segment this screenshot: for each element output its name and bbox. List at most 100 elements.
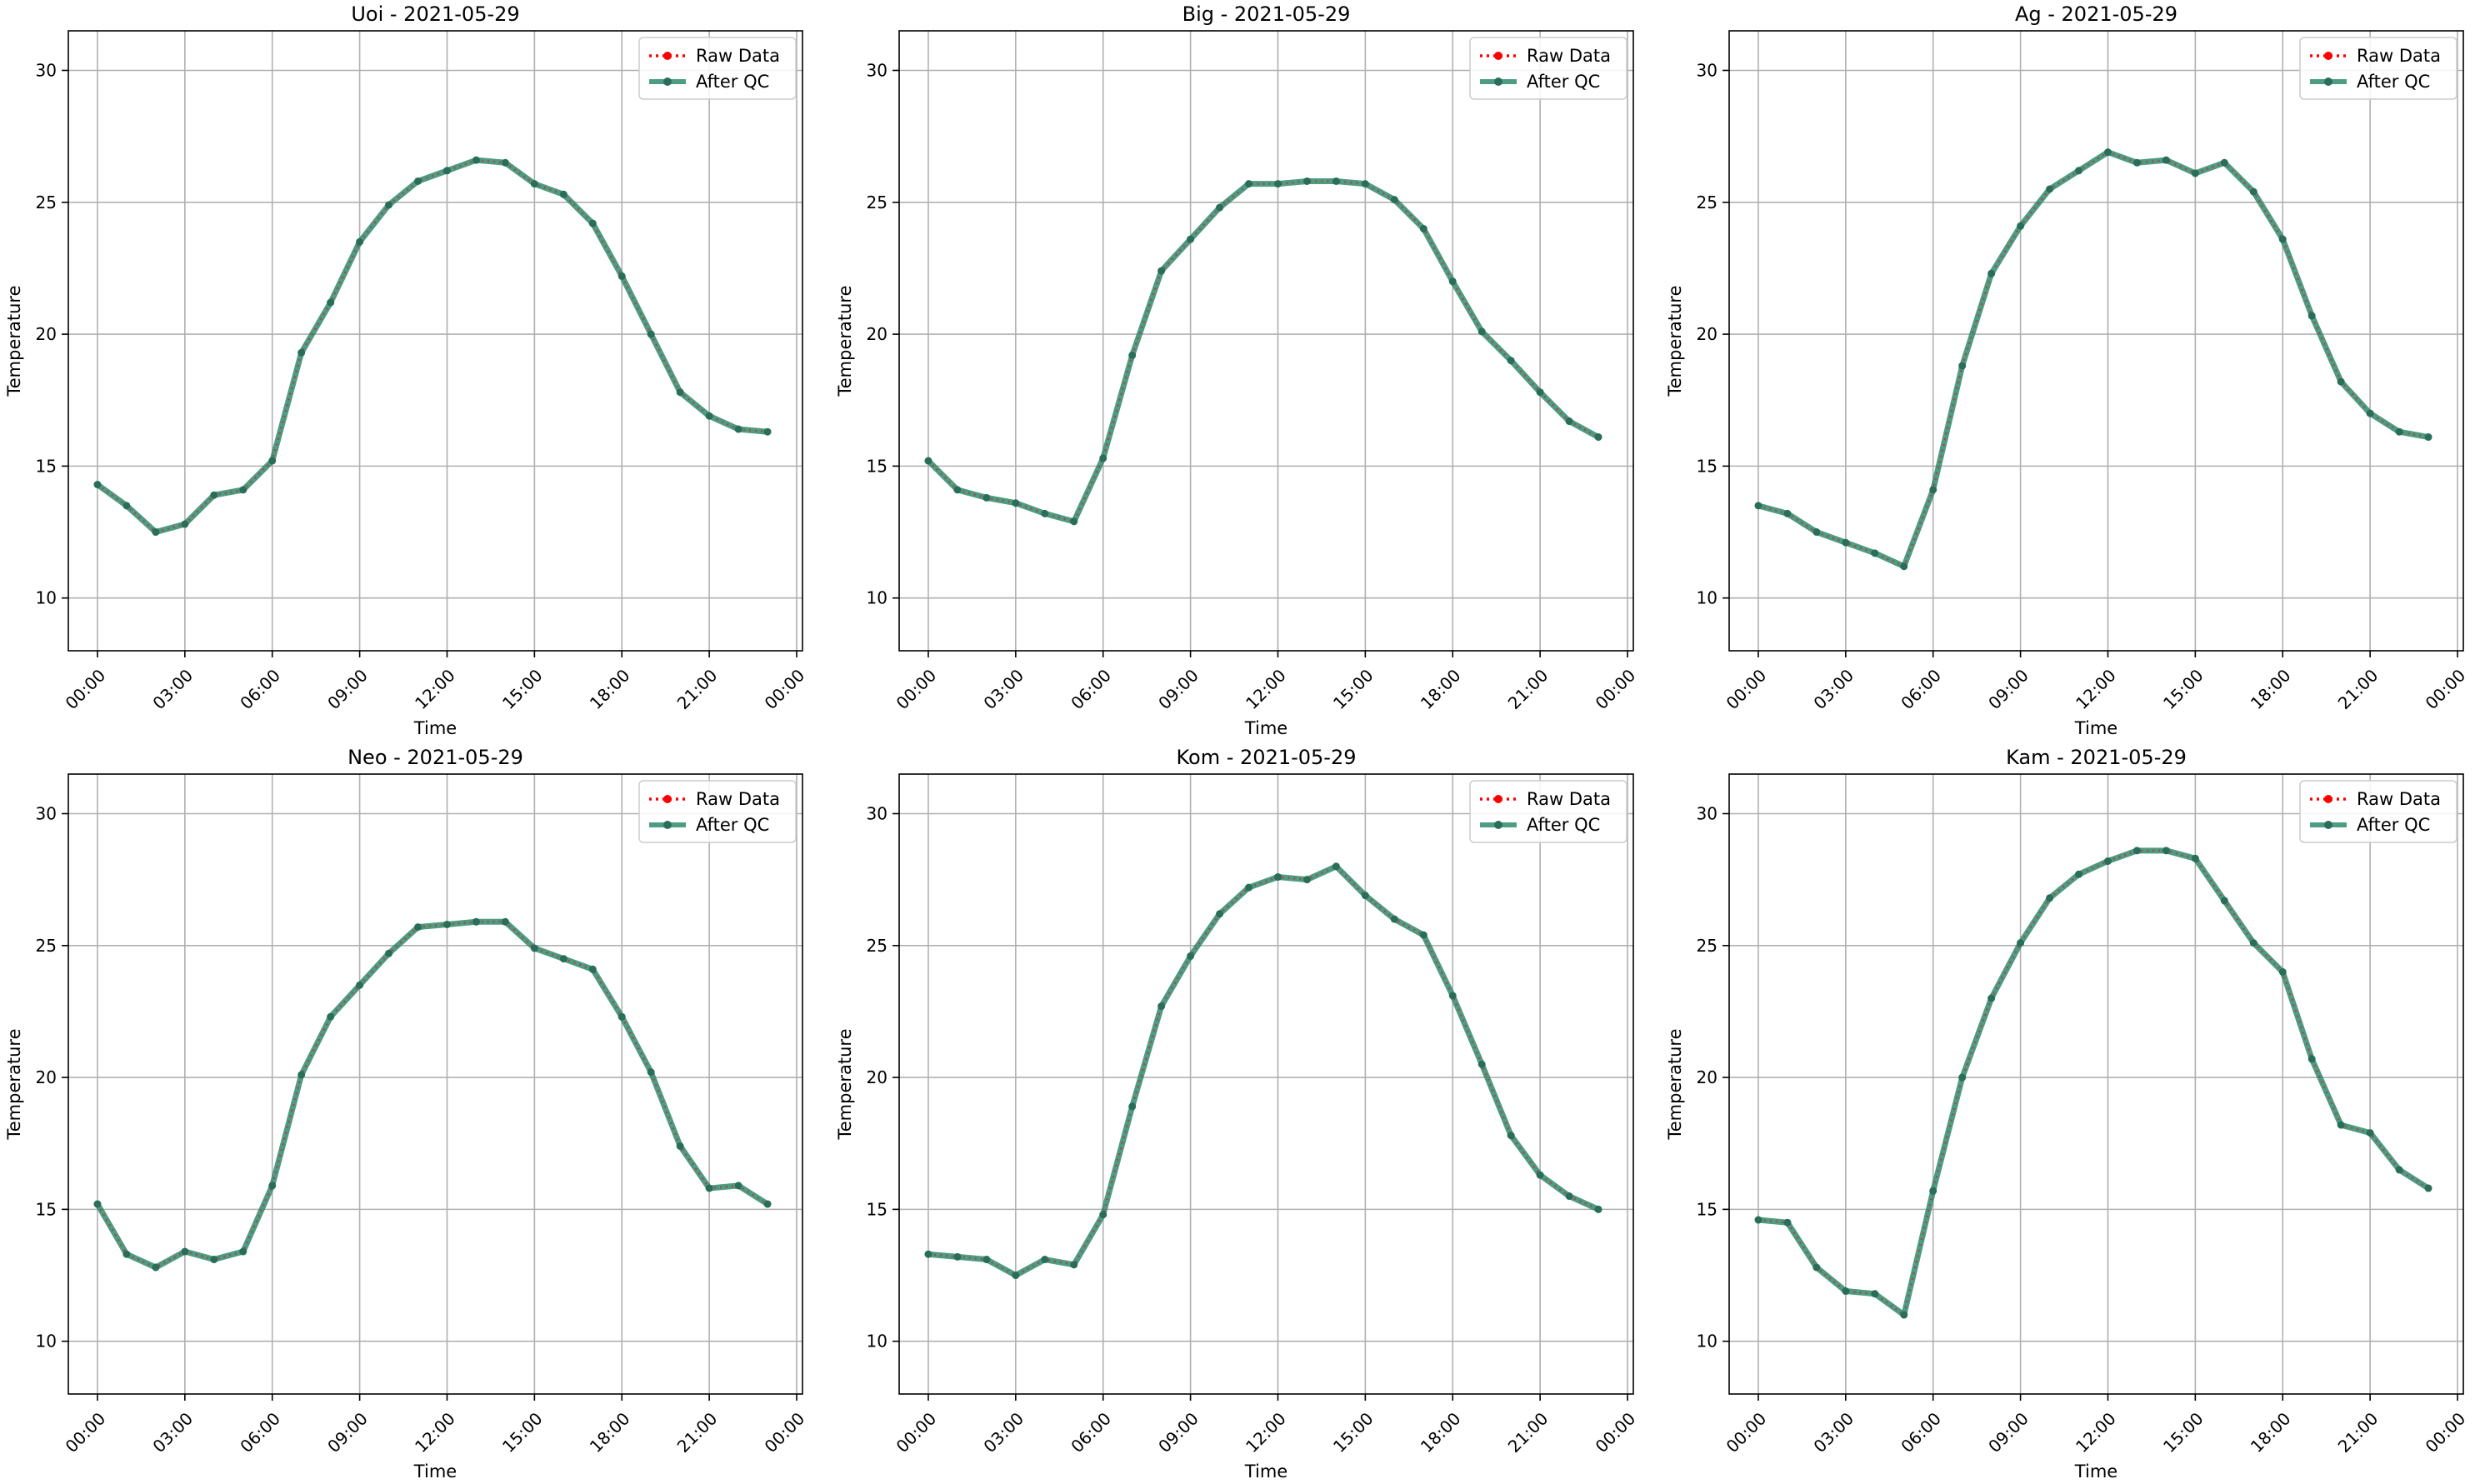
data-point (2278, 235, 2287, 243)
legend-marker-after-qc (1494, 821, 1502, 829)
x-tick-label: 06:00 (1067, 665, 1115, 713)
y-axis-label: Temperature (1665, 285, 1685, 397)
x-tick-label: 03:00 (1809, 665, 1858, 713)
data-point (2308, 1055, 2316, 1063)
legend-marker-after-qc (2324, 77, 2332, 86)
data-point (210, 491, 218, 499)
data-point (501, 917, 509, 926)
data-point (1958, 1073, 1967, 1082)
x-tick-label: 15:00 (1329, 665, 1378, 713)
data-point (1041, 1256, 1049, 1264)
data-point (298, 1071, 306, 1079)
data-point (734, 425, 742, 433)
legend-marker-after-qc (2324, 821, 2332, 829)
data-point (1245, 883, 1253, 892)
x-tick-label: 06:00 (1897, 1408, 1945, 1457)
data-point (1783, 1218, 1792, 1227)
subplot-title: Kam - 2021-05-29 (2006, 746, 2187, 769)
data-point (2220, 158, 2228, 167)
y-tick-label: 15 (1697, 1199, 1718, 1219)
y-tick-label: 25 (867, 192, 888, 212)
legend: Raw Data After QC (2299, 780, 2458, 843)
data-point (559, 190, 568, 198)
data-point (1302, 177, 1311, 185)
subplot-title: Neo - 2021-05-29 (348, 746, 523, 769)
data-point (1900, 562, 1908, 571)
data-point (2220, 897, 2228, 905)
y-tick-label: 10 (867, 588, 888, 608)
data-point (2395, 427, 2403, 436)
y-tick-label: 15 (36, 1199, 57, 1219)
data-point (763, 427, 772, 436)
y-tick-label: 20 (867, 324, 888, 344)
axes-frame (1728, 30, 2464, 652)
legend-label-after-qc: After QC (2357, 72, 2430, 92)
data-point (2017, 222, 2025, 230)
y-tick-label: 10 (1697, 588, 1718, 608)
legend: Raw Data After QC (1469, 37, 1628, 100)
data-point (1332, 862, 1340, 871)
y-tick-label: 20 (36, 324, 57, 344)
data-point (1158, 267, 1166, 275)
legend-marker-after-qc (663, 821, 672, 829)
data-point (298, 348, 306, 357)
data-point (647, 330, 655, 338)
data-point (239, 486, 248, 494)
subplot-5: 00:00 03:00 06:00 09:00 12:00 15:00 18:00 21:00… (835, 746, 1639, 1482)
data-point (1273, 180, 1282, 188)
data-point (2075, 167, 2083, 175)
data-point (1958, 362, 1967, 370)
data-point (2366, 1129, 2374, 1137)
data-point (472, 917, 480, 926)
data-point (2103, 857, 2112, 865)
legend-marker-raw-data (663, 795, 672, 803)
legend-label-raw-data: Raw Data (1527, 46, 1611, 66)
x-tick-label: 00:00 (761, 1408, 809, 1457)
legend-marker-raw-data (2324, 52, 2332, 60)
subplot-title: Uoi - 2021-05-29 (351, 2, 519, 26)
data-point (953, 1252, 962, 1261)
data-point (356, 237, 364, 246)
data-point (1507, 1132, 1515, 1140)
x-tick-label: 18:00 (586, 665, 634, 713)
data-point (618, 272, 626, 280)
x-axis-label: Time (2074, 1462, 2118, 1482)
x-axis-label: Time (2074, 718, 2118, 738)
data-point (588, 219, 597, 227)
data-point (442, 920, 451, 928)
data-point (1448, 277, 1457, 286)
x-tick-label: 12:00 (2072, 1408, 2120, 1457)
data-point (1754, 1216, 1762, 1224)
y-tick-label: 25 (867, 936, 888, 956)
legend-label-raw-data: Raw Data (2357, 789, 2441, 809)
data-point (1507, 357, 1515, 365)
data-point (152, 528, 160, 537)
x-tick-label: 00:00 (761, 665, 809, 713)
data-point (1361, 180, 1369, 188)
series-line-after-qc (1755, 149, 2432, 570)
x-tick-label: 12:00 (1242, 665, 1290, 713)
data-point (2046, 894, 2054, 902)
data-point (2132, 158, 2141, 167)
subplot-4: 00:00 03:00 06:00 09:00 12:00 15:00 18:00 21:00… (4, 746, 808, 1482)
data-point (705, 1184, 713, 1192)
legend-label-after-qc: After QC (1527, 815, 1600, 835)
series-line-raw-data (97, 158, 768, 533)
data-point (1565, 1192, 1573, 1201)
data-point (1929, 1187, 1938, 1195)
data-point (1216, 203, 1224, 212)
x-tick-label: 18:00 (1417, 1408, 1465, 1457)
series-line-raw-data (1758, 151, 2429, 568)
data-point (1128, 351, 1137, 359)
legend-marker-raw-data (1494, 52, 1502, 60)
x-tick-label: 15:00 (2159, 665, 2208, 713)
data-point (1187, 952, 1195, 960)
y-tick-label: 10 (867, 1332, 888, 1352)
y-tick-label: 30 (1697, 60, 1718, 80)
data-point (1216, 910, 1224, 918)
axes-frame (898, 30, 1634, 652)
x-tick-label: 00:00 (62, 665, 110, 713)
x-axis-label: Time (1244, 718, 1288, 738)
legend-label-raw-data: Raw Data (696, 46, 780, 66)
legend-marker-raw-data (663, 52, 672, 60)
